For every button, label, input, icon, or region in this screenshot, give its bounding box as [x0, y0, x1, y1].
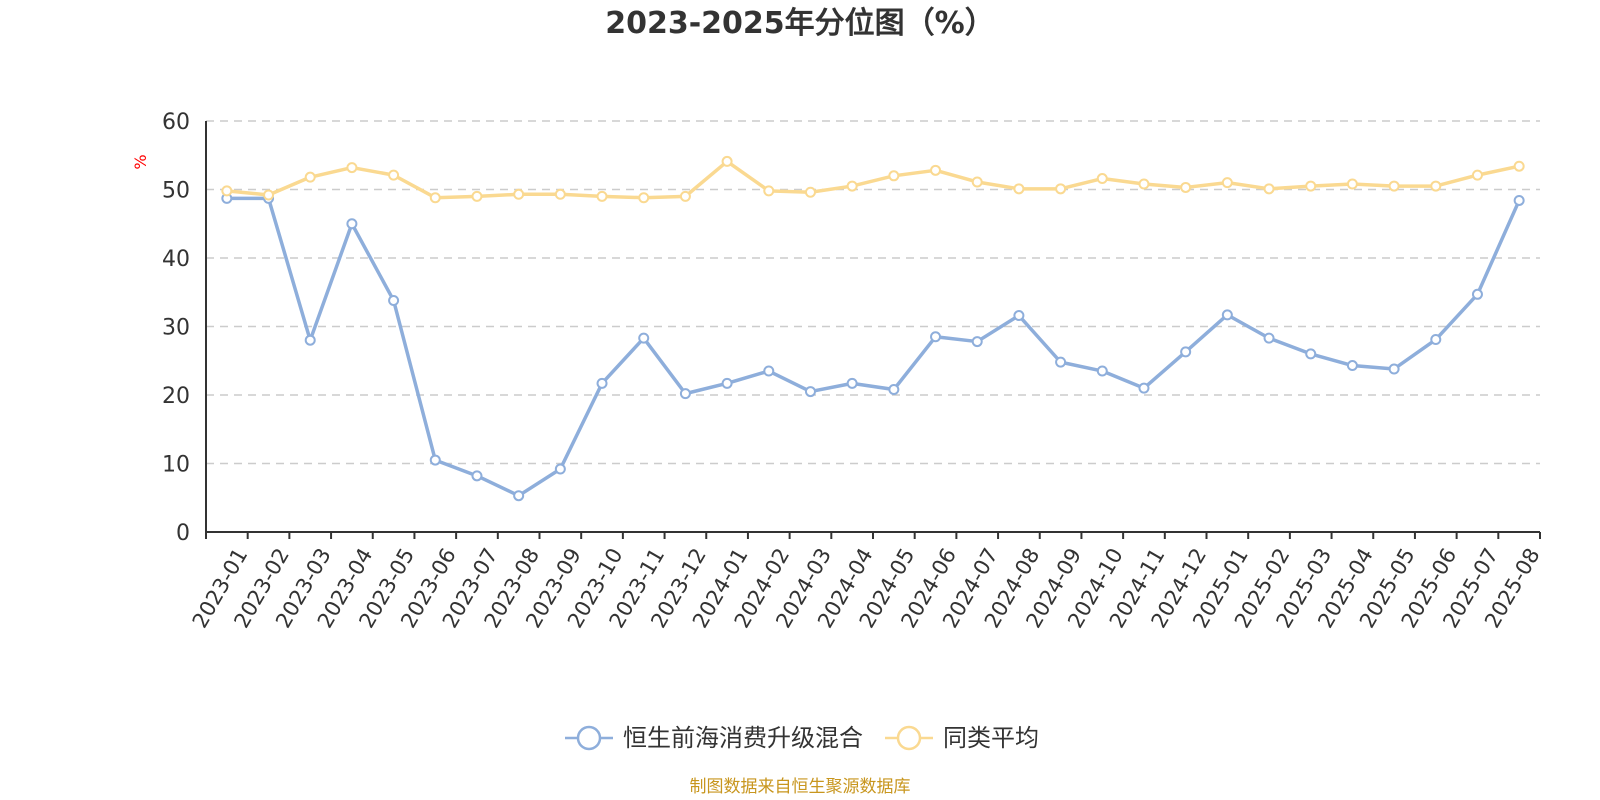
y-tick-label: 10	[162, 453, 190, 478]
data-point[interactable]	[596, 190, 608, 202]
y-tick-labels: 0 10 20 30 40 50 60	[162, 110, 190, 546]
data-point[interactable]	[1138, 178, 1150, 190]
data-point[interactable]	[554, 188, 566, 200]
data-point[interactable]	[554, 463, 566, 475]
data-source-note: 制图数据来自恒生聚源数据库	[690, 777, 911, 797]
data-point[interactable]	[1471, 288, 1483, 300]
data-point[interactable]	[1513, 194, 1525, 206]
legend-item-1[interactable]: 恒生前海消费升级混合	[565, 724, 863, 752]
data-point[interactable]	[1263, 332, 1275, 344]
data-point[interactable]	[1013, 183, 1025, 195]
data-point[interactable]	[1221, 309, 1233, 321]
data-point[interactable]	[1346, 178, 1358, 190]
x-tick-labels: 2023-012023-022023-032023-042023-052023-…	[188, 544, 1545, 632]
data-point[interactable]	[388, 294, 400, 306]
y-tick-label: 60	[162, 110, 190, 135]
data-point[interactable]	[471, 190, 483, 202]
data-point[interactable]	[1305, 348, 1317, 360]
data-point[interactable]	[1096, 173, 1108, 185]
data-point[interactable]	[1096, 365, 1108, 377]
grid-lines	[206, 120, 1540, 465]
data-point[interactable]	[221, 185, 233, 197]
series-1	[221, 192, 1525, 502]
data-point[interactable]	[638, 332, 650, 344]
y-tick-label: 30	[162, 316, 190, 341]
data-point[interactable]	[471, 470, 483, 482]
data-point[interactable]	[304, 334, 316, 346]
data-point[interactable]	[930, 331, 942, 343]
data-point[interactable]	[804, 386, 816, 398]
y-tick-label: 50	[162, 179, 190, 204]
y-tick-label: 0	[176, 521, 190, 546]
data-point[interactable]	[1513, 160, 1525, 172]
data-point[interactable]	[1430, 334, 1442, 346]
data-point[interactable]	[513, 490, 525, 502]
data-point[interactable]	[1055, 183, 1067, 195]
data-point[interactable]	[971, 336, 983, 348]
data-point[interactable]	[346, 162, 358, 174]
data-point[interactable]	[1388, 363, 1400, 375]
data-point[interactable]	[1180, 181, 1192, 193]
axes	[205, 121, 1541, 539]
data-point[interactable]	[1305, 180, 1317, 192]
data-point[interactable]	[804, 186, 816, 198]
y-tick-label: 20	[162, 384, 190, 409]
data-point[interactable]	[1430, 180, 1442, 192]
legend-label: 同类平均	[943, 724, 1039, 752]
data-point[interactable]	[1180, 346, 1192, 358]
data-point[interactable]	[679, 388, 691, 400]
chart-title: 2023-2025年分位图（%）	[605, 6, 995, 41]
data-point[interactable]	[1138, 382, 1150, 394]
legend[interactable]: 恒生前海消费升级混合 同类平均	[565, 724, 1039, 752]
data-point[interactable]	[346, 218, 358, 230]
y-axis-unit: %	[131, 154, 150, 169]
data-point[interactable]	[596, 377, 608, 389]
series-layer	[221, 155, 1525, 502]
data-point[interactable]	[429, 454, 441, 466]
legend-marker-icon	[896, 725, 922, 751]
data-point[interactable]	[971, 176, 983, 188]
data-point[interactable]	[763, 365, 775, 377]
data-point[interactable]	[429, 192, 441, 204]
y-tick-label: 40	[162, 247, 190, 272]
data-point[interactable]	[1346, 360, 1358, 372]
data-point[interactable]	[930, 164, 942, 176]
legend-marker-icon	[576, 725, 602, 751]
data-point[interactable]	[304, 171, 316, 183]
data-point[interactable]	[1263, 183, 1275, 195]
series-2	[221, 155, 1525, 204]
data-point[interactable]	[513, 188, 525, 200]
data-point[interactable]	[1471, 169, 1483, 181]
data-point[interactable]	[388, 169, 400, 181]
data-point[interactable]	[638, 192, 650, 204]
data-point[interactable]	[846, 377, 858, 389]
data-point[interactable]	[1388, 180, 1400, 192]
data-point[interactable]	[1055, 356, 1067, 368]
data-point[interactable]	[679, 190, 691, 202]
data-point[interactable]	[263, 189, 275, 201]
data-point[interactable]	[763, 185, 775, 197]
series-line	[226, 159, 1520, 200]
data-point[interactable]	[721, 155, 733, 167]
legend-item-2[interactable]: 同类平均	[885, 724, 1039, 752]
data-point[interactable]	[846, 180, 858, 192]
data-point[interactable]	[721, 377, 733, 389]
data-point[interactable]	[888, 170, 900, 182]
series-line	[226, 196, 1521, 498]
data-point[interactable]	[888, 384, 900, 396]
legend-label: 恒生前海消费升级混合	[623, 724, 863, 752]
data-point[interactable]	[1013, 310, 1025, 322]
data-point[interactable]	[1221, 177, 1233, 189]
